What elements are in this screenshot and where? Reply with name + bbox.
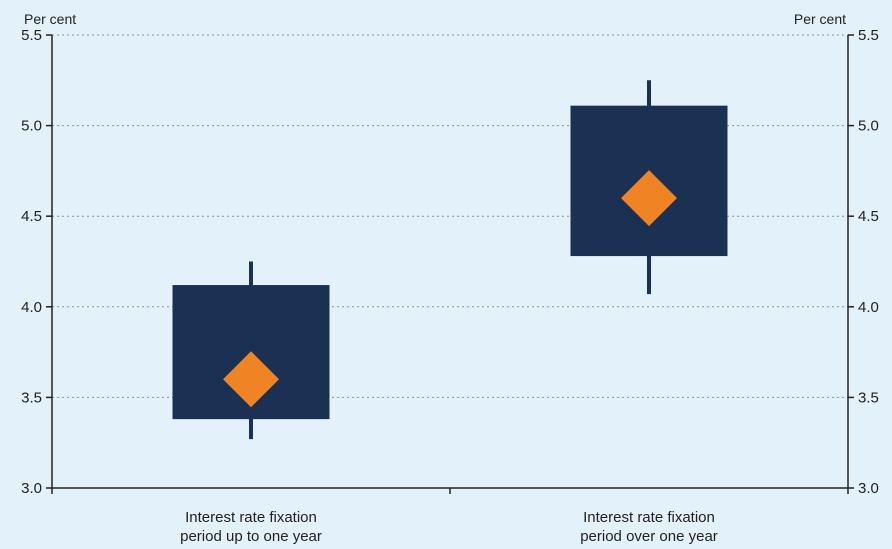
right-tick-label: 3.5 <box>858 389 879 406</box>
median-marker <box>621 170 677 227</box>
left-axis-unit-label: Per cent <box>24 11 76 27</box>
axes <box>51 35 849 489</box>
right-tick-label: 3.0 <box>858 480 879 497</box>
box-group <box>570 80 728 295</box>
category-label: Interest rate fixation <box>185 509 317 526</box>
right-tick-label: 5.0 <box>858 118 879 135</box>
median-marker <box>223 351 279 408</box>
left-tick-label: 5.5 <box>21 27 42 44</box>
box-group <box>172 261 330 440</box>
boxes <box>172 80 728 440</box>
left-tick-label: 3.5 <box>21 389 42 406</box>
category-label: period over one year <box>580 528 718 545</box>
left-tick-label: 4.5 <box>21 208 42 225</box>
left-tick-label: 5.0 <box>21 118 42 135</box>
gridlines <box>52 34 848 398</box>
category-label: period up to one year <box>180 528 322 545</box>
category-label: Interest rate fixation <box>583 509 715 526</box>
right-axis-unit-label: Per cent <box>794 11 846 27</box>
left-tick-label: 4.0 <box>21 299 42 316</box>
right-tick-label: 4.5 <box>858 208 879 225</box>
axis-ticks: 3.0 3.0 3.5 3.5 4.0 4.0 4.5 4.5 5.0 5.0 5.5 5.5 Inte… <box>21 27 879 545</box>
left-tick-label: 3.0 <box>21 480 42 497</box>
right-tick-label: 5.5 <box>858 27 879 44</box>
right-tick-label: 4.0 <box>858 299 879 316</box>
